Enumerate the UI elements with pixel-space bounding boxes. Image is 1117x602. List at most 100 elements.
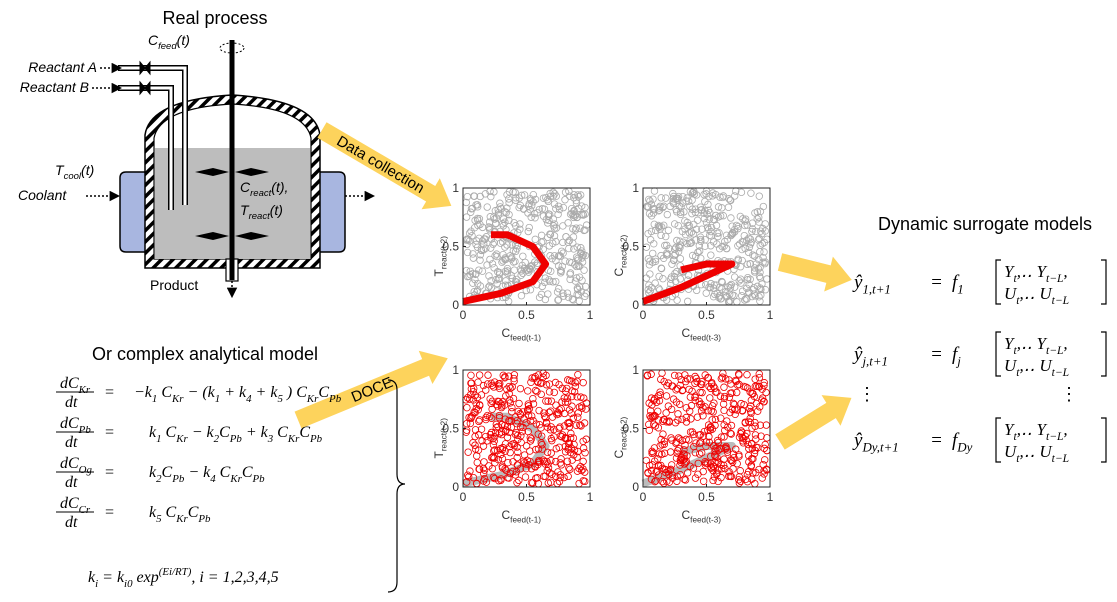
text-part: C bbox=[682, 326, 691, 340]
text-part: Og bbox=[79, 464, 93, 476]
text-part: (t) bbox=[177, 32, 190, 48]
text-part: C bbox=[612, 450, 626, 459]
text-part: , bbox=[1063, 262, 1067, 281]
x-tick-label: 0.5 bbox=[698, 490, 715, 504]
matrix-row: Yt,‥ Yt−L, bbox=[1004, 262, 1068, 285]
text-part: ŷ bbox=[852, 272, 863, 293]
vdots: ⋮ bbox=[858, 384, 876, 404]
text-part: (t), bbox=[271, 179, 288, 195]
text-part: react bbox=[250, 188, 272, 199]
text-part: Kr bbox=[175, 513, 188, 525]
x-axis-label: Cfeed(t-3) bbox=[682, 508, 722, 525]
derivative-numerator: dCOg bbox=[60, 455, 93, 476]
text-part: + k bbox=[242, 424, 269, 441]
text-part: feed(t-1) bbox=[510, 516, 541, 525]
text-part: 1 bbox=[957, 282, 963, 297]
arrow bbox=[776, 245, 857, 298]
text-part: feed(t-1) bbox=[510, 334, 541, 343]
text-part: C bbox=[682, 508, 691, 522]
y-axis-label: Creact(t-2) bbox=[612, 416, 629, 458]
derivative-denominator: dt bbox=[65, 514, 78, 531]
text-part: ) C bbox=[283, 384, 307, 401]
arrow bbox=[771, 383, 861, 458]
x-tick-label: 1 bbox=[767, 308, 774, 322]
product-label: Product bbox=[150, 277, 198, 293]
text-part: C bbox=[318, 384, 329, 401]
analytical-title: Or complex analytical model bbox=[92, 344, 318, 364]
derivative-numerator: dCCr bbox=[60, 495, 91, 516]
derivative-denominator: dt bbox=[65, 394, 78, 411]
text-part: C bbox=[162, 424, 177, 441]
text-part: ,‥ U bbox=[1020, 284, 1054, 303]
text-part: feed(t-3) bbox=[690, 516, 721, 525]
derivative-numerator: dCKr bbox=[60, 375, 91, 396]
text-part: C bbox=[162, 464, 173, 481]
equals: = bbox=[104, 424, 115, 441]
surrogate-title: Dynamic surrogate models bbox=[878, 214, 1092, 234]
reactant-a-label: Reactant A bbox=[28, 59, 97, 75]
surrogate-models: ŷ1,t+1=f1Yt,‥ Yt−L,Ut,‥ Ut−Lŷj,t+1=fjYt,… bbox=[852, 260, 1106, 465]
text-part: − (k bbox=[184, 384, 216, 401]
y-tick-label: 0 bbox=[452, 298, 459, 312]
text-part: 1,t+1 bbox=[862, 282, 890, 297]
text-part: Kr bbox=[175, 433, 188, 445]
text-part: + k bbox=[220, 384, 247, 401]
text-part: − k bbox=[188, 424, 215, 441]
scatter-plot: 00.5100.51Cfeed(t-1)Treact(t-2) bbox=[432, 181, 594, 343]
text-part: ,‥ U bbox=[1020, 356, 1054, 375]
scatter-plot: 00.5100.51Cfeed(t-3)Creact(t-2) bbox=[612, 181, 774, 343]
x-tick-label: 0 bbox=[640, 308, 647, 322]
data-collection-label: Data collection bbox=[334, 133, 427, 197]
model-function: fj bbox=[952, 344, 961, 369]
x-axis-label: Cfeed(t-1) bbox=[502, 326, 542, 343]
y-axis-label: Creact(t-2) bbox=[612, 234, 629, 276]
model-function: fDy bbox=[952, 430, 973, 455]
text-part: feed bbox=[158, 41, 177, 52]
text-part: Pb bbox=[309, 433, 323, 445]
text-part: cool bbox=[64, 171, 82, 182]
text-part: C bbox=[157, 384, 172, 401]
x-tick-label: 0.5 bbox=[518, 490, 535, 504]
x-tick-label: 0.5 bbox=[518, 308, 535, 322]
text-part: (t) bbox=[81, 162, 94, 178]
text-part: Pb bbox=[171, 473, 185, 485]
model-function: f1 bbox=[952, 272, 964, 297]
rate-equation: ki = ki0 exp(Ei/RT), i = 1,2,3,4,5 bbox=[88, 566, 279, 590]
y-tick-label: 0 bbox=[452, 480, 459, 494]
text-part: C bbox=[273, 424, 288, 441]
matrix-row: Yt,‥ Yt−L, bbox=[1004, 420, 1068, 443]
equals: = bbox=[104, 384, 115, 401]
text-part: , bbox=[1063, 420, 1067, 439]
equals: = bbox=[104, 504, 115, 521]
text-part: = k bbox=[98, 569, 125, 586]
text-part: C bbox=[162, 504, 177, 521]
rhs: k1 CKr − k2CPb + k3 CKrCPb bbox=[149, 424, 323, 445]
text-part: C bbox=[299, 424, 310, 441]
text-part: C bbox=[612, 268, 626, 277]
rhs: −k1 CKr − (k1 + k4 + k5 ) CKrCPb bbox=[134, 384, 342, 405]
text-part: Kr bbox=[306, 393, 319, 405]
text-part: dC bbox=[60, 495, 79, 512]
text-part: (t) bbox=[270, 202, 283, 218]
diagram: Real process Cfeed(t) Reactant A Reactan… bbox=[0, 0, 1117, 602]
text-part: C bbox=[216, 464, 231, 481]
x-tick-label: 1 bbox=[587, 308, 594, 322]
equals: = bbox=[930, 430, 943, 451]
text-part: Pb bbox=[252, 473, 266, 485]
derivative-denominator: dt bbox=[65, 434, 78, 451]
x-axis-label: Cfeed(t-1) bbox=[502, 508, 542, 525]
equals: = bbox=[930, 344, 943, 365]
text-part: , bbox=[1063, 334, 1067, 353]
text-part: , i = 1,2,3,4,5 bbox=[191, 569, 278, 586]
text-part: Dy bbox=[956, 440, 972, 455]
text-part: Pb bbox=[328, 393, 342, 405]
reactant-b-label: Reactant B bbox=[20, 79, 89, 95]
matrix-row: Ut,‥ Ut−L bbox=[1004, 284, 1069, 307]
text-part: Cr bbox=[79, 504, 91, 516]
text-part: C bbox=[502, 508, 511, 522]
y-tick-label: 1 bbox=[632, 181, 639, 195]
text-part: react(t-2) bbox=[440, 418, 449, 451]
derivative-numerator: dCPb bbox=[60, 415, 91, 436]
y-tick-label: 1 bbox=[632, 363, 639, 377]
scatter-plot: 00.5100.51Cfeed(t-1)Treact(t-2) bbox=[432, 363, 594, 525]
